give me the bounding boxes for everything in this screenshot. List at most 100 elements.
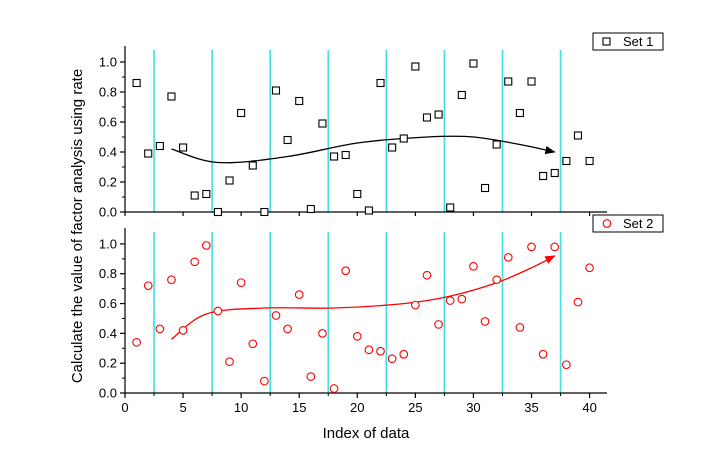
top-y-tick-label: 0.6: [99, 115, 117, 130]
x-tick-label: 25: [408, 400, 422, 415]
bottom-data-point: [155, 324, 165, 334]
top-data-point: [504, 77, 513, 86]
top-y-tick-label: 0.4: [99, 145, 117, 160]
top-data-point: [144, 149, 153, 158]
bottom-data-point: [329, 384, 339, 393]
top-data-point: [330, 152, 339, 161]
bottom-y-tick-label: 0.6: [99, 296, 117, 311]
bottom-trend-arrow: [171, 255, 556, 340]
top-data-point: [492, 140, 501, 149]
bottom-data-point: [411, 300, 420, 310]
bottom-data-point: [190, 257, 200, 267]
top-data-point: [364, 206, 373, 215]
bottom-data-point: [445, 296, 455, 305]
bottom-data-point: [248, 339, 258, 349]
top-legend-label: Set 1: [623, 34, 653, 49]
top-data-point: [237, 108, 246, 118]
bottom-data-point: [318, 329, 327, 338]
bottom-data-point: [573, 297, 583, 307]
bottom-y-tick-label: 0.0: [99, 386, 117, 401]
bottom-y-tick-label: 0.2: [99, 356, 117, 371]
x-tick-label: 20: [350, 400, 364, 415]
top-data-point: [318, 119, 327, 128]
top-y-tick-label: 0.0: [99, 205, 117, 220]
bottom-legend-marker: [602, 219, 612, 228]
bottom-legend-label: Set 2: [623, 216, 653, 231]
top-trend-arrow: [171, 135, 556, 164]
top-y-tick-label: 0.2: [99, 175, 117, 190]
top-data-point: [260, 207, 269, 217]
y-axis-label: Calculate the value of factor analysis u…: [69, 69, 86, 383]
top-data-point: [283, 135, 292, 145]
x-tick-label: 35: [524, 400, 538, 415]
bottom-data-point: [480, 317, 490, 326]
x-axis: 0 5 10 15 20 25 30 35 40: [121, 393, 597, 415]
bottom-data-point: [213, 306, 223, 316]
bottom-data-point: [283, 324, 292, 334]
bottom-legend: [592, 214, 664, 233]
top-data-point: [585, 156, 594, 166]
bottom-data-point: [457, 294, 467, 304]
top-data-point: [539, 171, 548, 181]
bottom-data-point: [434, 320, 443, 329]
bottom-data-point: [527, 242, 536, 252]
top-data-point: [167, 92, 176, 101]
top-data-point: [225, 176, 234, 185]
x-tick-label: 40: [582, 400, 596, 415]
bottom-data-point: [376, 346, 385, 356]
top-data-point: [190, 191, 199, 200]
x-tick-label: 30: [466, 400, 480, 415]
top-data-point: [562, 156, 571, 166]
x-axis-label: Index of data: [323, 425, 410, 442]
top-data-point: [411, 62, 420, 71]
top-data-point: [179, 143, 188, 152]
top-legend-marker: [602, 37, 611, 46]
bottom-data-point: [585, 263, 594, 273]
x-tick-label: 5: [179, 400, 186, 415]
top-data-point: [527, 77, 536, 86]
bottom-data-point: [352, 332, 362, 341]
bottom-data-point: [515, 323, 525, 332]
bottom-data-point: [225, 357, 234, 367]
top-legend: [592, 32, 664, 51]
bottom-data-point: [387, 354, 397, 364]
bottom-data-point: [201, 241, 211, 250]
top-data-point: [434, 110, 443, 119]
bottom-data-point: [422, 270, 432, 280]
top-data-point: [457, 90, 466, 100]
bottom-y-tick-label: 1.0: [99, 236, 117, 251]
bottom-data-point: [492, 275, 502, 285]
bottom-data-point: [178, 326, 188, 335]
bottom-data-point: [132, 337, 141, 347]
top-data-point: [213, 207, 222, 217]
top-data-point: [446, 203, 455, 212]
bottom-data-point: [271, 311, 281, 320]
top-data-point: [376, 78, 385, 88]
x-tick-label: 0: [121, 400, 128, 415]
top-data-point: [295, 96, 304, 106]
bottom-data-point: [143, 281, 153, 291]
bottom-y-tick-label: 0.8: [99, 266, 117, 281]
top-data-point: [550, 168, 559, 178]
top-y-tick-label: 1.0: [99, 55, 117, 70]
bottom-data-point: [306, 372, 316, 381]
bottom-panel: 0.0 0.2 0.4 0.6 0.8 1.0 Set 2: [99, 214, 664, 401]
top-data-point: [388, 143, 397, 152]
top-panel: 0.0 0.2 0.4 0.6 0.8 1.0 Set 1: [99, 32, 664, 220]
top-data-point: [248, 161, 257, 170]
bottom-data-point: [167, 275, 176, 285]
bottom-data-point: [550, 242, 560, 252]
bottom-data-point: [561, 360, 571, 370]
top-data-point: [202, 189, 211, 199]
x-tick-label: 15: [292, 400, 306, 415]
top-data-point: [480, 183, 490, 193]
bottom-data-point: [341, 266, 351, 276]
bottom-data-point: [469, 261, 478, 271]
x-tick-label: 10: [234, 400, 248, 415]
bottom-data-point: [236, 278, 246, 288]
bottom-data-point: [399, 349, 409, 359]
top-y-tick-label: 0.8: [99, 85, 117, 100]
top-data-point: [399, 134, 408, 143]
bottom-data-point: [503, 252, 513, 262]
